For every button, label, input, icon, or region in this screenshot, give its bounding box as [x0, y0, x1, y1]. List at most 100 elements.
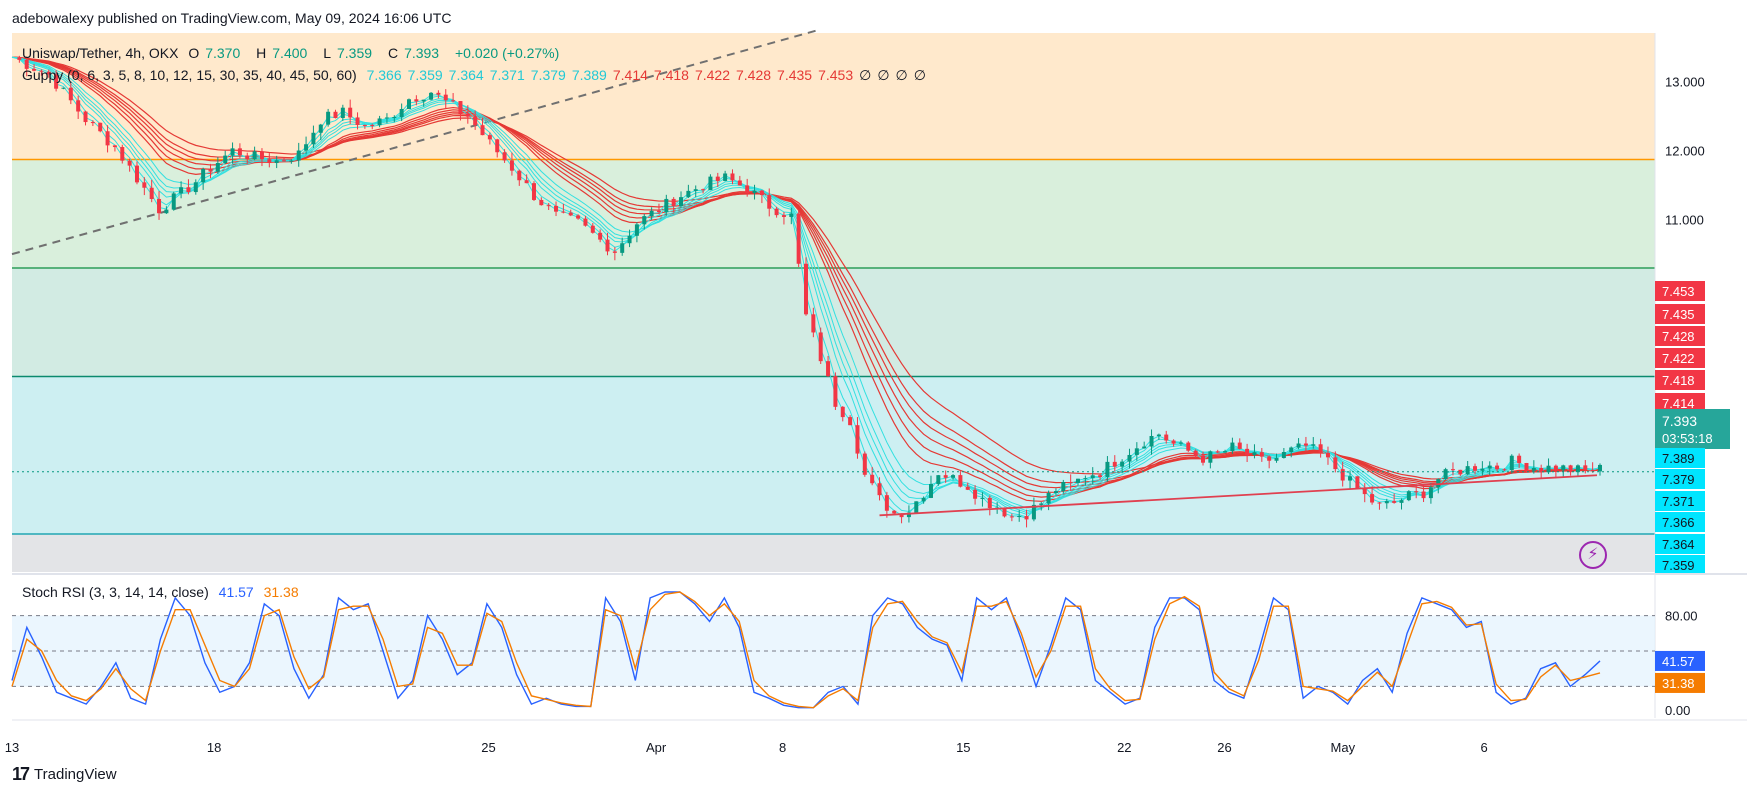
- candle-body: [68, 87, 73, 101]
- candle-body: [715, 176, 720, 181]
- candle: [745, 178, 750, 197]
- zone-gray: [12, 533, 1655, 572]
- candle-body: [928, 483, 933, 498]
- candle: [282, 157, 287, 162]
- guppy-label[interactable]: Guppy (0, 6, 3, 5, 8, 10, 12, 15, 30, 35…: [22, 67, 357, 83]
- time-tick-label: 26: [1217, 740, 1231, 755]
- candle: [987, 495, 992, 516]
- symbol-name[interactable]: Uniswap/Tether, 4h, OKX: [22, 45, 179, 61]
- candle: [1480, 461, 1485, 476]
- candle: [965, 482, 970, 491]
- candle: [384, 113, 389, 124]
- candle: [1303, 436, 1308, 452]
- candle: [436, 90, 441, 99]
- long-ema-price-badge: [1655, 393, 1705, 413]
- candle-body: [1561, 465, 1566, 471]
- candle-body: [914, 501, 919, 513]
- candle-body: [1546, 465, 1551, 473]
- candle-body: [215, 162, 220, 172]
- candle-body: [531, 183, 536, 200]
- high-value: 7.400: [272, 45, 308, 61]
- candle: [134, 161, 139, 185]
- candle-body: [656, 210, 661, 213]
- candle-body: [443, 94, 448, 101]
- stoch-label[interactable]: Stoch RSI (3, 3, 14, 14, close): [22, 584, 209, 600]
- candle-body: [1458, 469, 1463, 475]
- candle: [583, 215, 588, 227]
- change-value: +0.020 (+0.27%): [455, 45, 560, 61]
- candle-body: [318, 124, 323, 133]
- stoch-legend: Stoch RSI (3, 3, 14, 14, close) 41.57 31…: [22, 584, 305, 600]
- candle-body: [1090, 475, 1095, 479]
- time-tick-label: 8: [779, 740, 786, 755]
- candle-body: [480, 125, 485, 136]
- candle-body: [1230, 442, 1235, 452]
- candle: [914, 501, 919, 513]
- candle: [1259, 448, 1264, 462]
- candle: [495, 138, 500, 158]
- candle: [1031, 497, 1036, 522]
- candle: [642, 213, 647, 230]
- candle-body: [76, 100, 81, 112]
- candle-body: [429, 92, 434, 100]
- candle: [1406, 490, 1411, 502]
- candle: [392, 115, 397, 123]
- candle: [737, 175, 742, 186]
- candle: [1399, 498, 1404, 510]
- long-ema-price-label: 7.422: [1662, 351, 1695, 366]
- candle: [826, 355, 831, 377]
- candle-body: [1201, 455, 1205, 463]
- candle-body: [583, 218, 588, 226]
- candle: [120, 144, 125, 164]
- candle-body: [1590, 469, 1595, 472]
- candle: [620, 237, 625, 256]
- candle-body: [208, 168, 213, 172]
- candle: [149, 179, 154, 203]
- candle: [1568, 464, 1573, 476]
- candle-body: [1083, 478, 1088, 480]
- candle-body: [1178, 442, 1183, 444]
- candle-body: [686, 190, 691, 198]
- candle: [627, 229, 632, 248]
- candle: [1575, 464, 1580, 477]
- candle-body: [201, 168, 206, 183]
- candle: [1414, 484, 1419, 499]
- guppy-long-value: 7.422: [694, 67, 730, 83]
- candle-body: [142, 182, 147, 188]
- candle: [634, 222, 639, 243]
- candle: [943, 470, 948, 483]
- candle-body: [965, 486, 970, 490]
- time-tick-label: 13: [5, 740, 19, 755]
- candle-body: [1215, 451, 1220, 453]
- candle-body: [193, 182, 198, 193]
- candle-body: [392, 116, 397, 118]
- candle: [24, 56, 29, 77]
- candle: [1598, 463, 1602, 476]
- candle: [568, 209, 573, 217]
- candle: [517, 169, 522, 186]
- stoch-d-badge: [1655, 672, 1705, 693]
- candle-body: [259, 151, 264, 160]
- candle-body: [1208, 451, 1213, 463]
- candle-body: [1017, 516, 1022, 518]
- candle: [39, 69, 44, 76]
- candle: [1164, 430, 1169, 444]
- short-ema-price-badge: [1655, 512, 1705, 532]
- candle-body: [61, 87, 66, 89]
- price-tick-label: 12.000: [1665, 143, 1705, 158]
- candle: [105, 125, 110, 153]
- candle: [1186, 441, 1191, 452]
- candle-body: [1053, 491, 1058, 494]
- candle-body: [804, 263, 808, 315]
- candle-body: [333, 111, 338, 119]
- candle: [1311, 437, 1316, 449]
- candle-body: [421, 99, 426, 102]
- candle-body: [958, 475, 963, 487]
- candle-body: [951, 475, 956, 478]
- candle-body: [1164, 434, 1169, 441]
- candle-body: [223, 155, 228, 163]
- candle-body: [17, 57, 22, 60]
- lightning-icon[interactable]: ⚡: [1579, 541, 1607, 569]
- candle-body: [282, 160, 287, 162]
- candle: [509, 152, 514, 176]
